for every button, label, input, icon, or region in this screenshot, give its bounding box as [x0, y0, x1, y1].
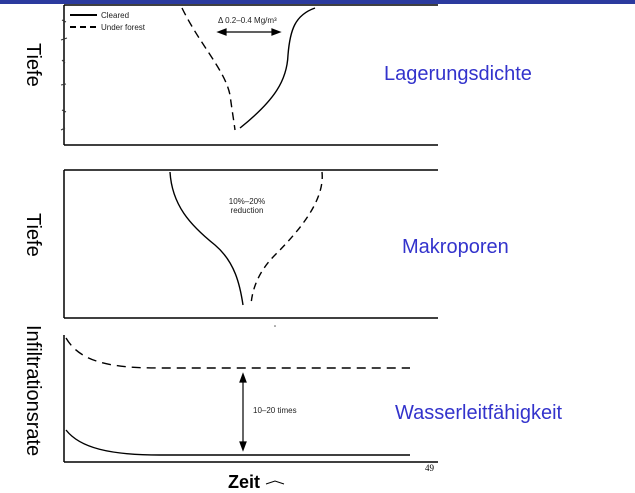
- panel-2-solid-curve: [170, 172, 243, 305]
- panel-2-frame: [64, 170, 438, 318]
- panel-1-title: Lagerungsdichte: [384, 63, 532, 86]
- panel-2-annotation-line1: 10%–20%: [222, 197, 272, 206]
- panel-1-dashed-curve: [182, 8, 235, 130]
- panel-3-annotation: 10–20 times: [253, 406, 297, 415]
- panel-2-title: Makroporen: [402, 236, 509, 259]
- panel-2-dashed-curve: [251, 172, 322, 305]
- panel-1-solid-curve: [240, 8, 315, 128]
- page-number: 49: [425, 463, 434, 473]
- panel-1-annotation: Δ 0.2–0.4 Mg/m³: [218, 16, 277, 25]
- panel-3-dashed-curve: [66, 338, 410, 368]
- panel-3-axis-label: Infiltrationsrate: [21, 325, 44, 456]
- scan-speck: [274, 325, 276, 327]
- zeit-arrow-icon: [266, 481, 284, 484]
- legend-under-forest: Under forest: [101, 23, 145, 32]
- panel-3-axes: [64, 335, 438, 462]
- panel-3-title: Wasserleitfähigkeit: [395, 402, 562, 425]
- x-axis-label: Zeit: [228, 472, 260, 493]
- panel-3-double-arrow: [240, 374, 246, 450]
- panel-2-axis-label: Tiefe: [21, 213, 44, 257]
- panel-1-double-arrow: [218, 29, 280, 35]
- panel-1-axis-label: Tiefe: [21, 43, 44, 87]
- panel-3-solid-curve: [66, 430, 410, 455]
- panel-2-annotation-line2: reduction: [222, 206, 272, 215]
- legend-cleared: Cleared: [101, 11, 129, 20]
- panel-2-annotation: 10%–20% reduction: [222, 197, 272, 215]
